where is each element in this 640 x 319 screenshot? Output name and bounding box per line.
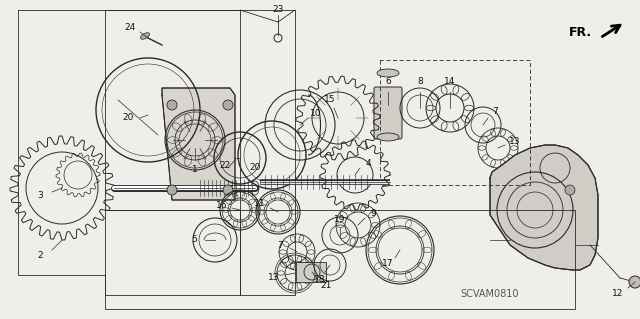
Text: 20: 20	[250, 162, 260, 172]
Circle shape	[629, 276, 640, 288]
Text: 17: 17	[382, 259, 394, 269]
Text: 8: 8	[417, 78, 423, 86]
Text: 7: 7	[277, 241, 283, 249]
Polygon shape	[490, 145, 598, 270]
Text: 9: 9	[370, 209, 376, 218]
Circle shape	[223, 100, 233, 110]
FancyBboxPatch shape	[374, 87, 402, 139]
Circle shape	[223, 185, 233, 195]
Text: 15: 15	[324, 95, 336, 105]
Text: FR.: FR.	[569, 26, 592, 39]
Text: 23: 23	[272, 5, 284, 14]
Text: 11: 11	[254, 199, 266, 209]
Text: 4: 4	[365, 159, 371, 167]
Text: 1: 1	[192, 165, 198, 174]
Polygon shape	[162, 88, 235, 200]
Circle shape	[167, 185, 177, 195]
Text: 13: 13	[268, 272, 280, 281]
Circle shape	[565, 185, 575, 195]
Circle shape	[167, 100, 177, 110]
Text: 19: 19	[334, 216, 346, 225]
Text: 13: 13	[509, 137, 521, 146]
FancyBboxPatch shape	[296, 262, 326, 282]
Ellipse shape	[141, 33, 150, 39]
Text: 21: 21	[320, 281, 332, 291]
Text: 12: 12	[612, 288, 624, 298]
Text: 2: 2	[37, 251, 43, 261]
Text: 20: 20	[122, 114, 134, 122]
Text: 6: 6	[385, 78, 391, 86]
Ellipse shape	[377, 69, 399, 77]
Text: 16: 16	[216, 201, 228, 210]
Text: 3: 3	[37, 190, 43, 199]
Text: 24: 24	[124, 24, 136, 33]
Text: SCVAM0810: SCVAM0810	[461, 289, 519, 299]
Text: 14: 14	[444, 78, 456, 86]
Ellipse shape	[377, 133, 399, 141]
Text: 22: 22	[220, 160, 230, 169]
Text: 5: 5	[191, 235, 197, 244]
Text: 18: 18	[314, 276, 326, 285]
Text: 10: 10	[310, 108, 322, 117]
Text: 7: 7	[492, 108, 498, 116]
